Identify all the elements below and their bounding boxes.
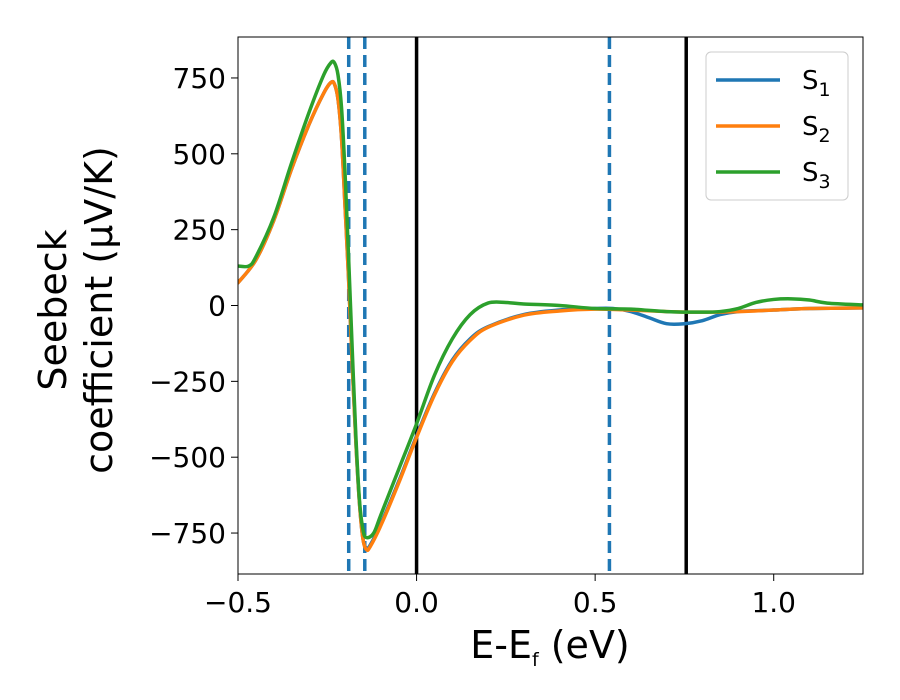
x-tick-label: 0.5 [573, 586, 618, 619]
legend-label-s2: S2 [802, 112, 831, 147]
y-tick-label: 500 [173, 138, 226, 171]
legend-label-s1: S1 [802, 66, 831, 101]
x-tick-label: 1.0 [751, 586, 796, 619]
series-line-s3 [238, 59, 863, 540]
plot-area [238, 37, 863, 574]
reference-lines [346, 37, 688, 574]
x-tick-label: −0.5 [204, 586, 272, 619]
legend: S1 S2 S3 [705, 51, 849, 201]
y-tick-label: −250 [149, 365, 226, 398]
y-tick-label: −500 [149, 441, 226, 474]
y-axis-title-line1: Seebeck [31, 229, 75, 390]
y-axis-title-line2: coefficient (μV/K) [77, 146, 121, 474]
y-axis-ticks: 750 500 250 0 −250 −500 −750 [149, 62, 238, 550]
series-lines [238, 59, 863, 553]
y-tick-label: 750 [173, 62, 226, 95]
y-tick-label: 0 [208, 290, 226, 323]
legend-label-s3: S3 [802, 158, 831, 193]
y-tick-label: 250 [173, 214, 226, 247]
x-axis-title: E-Ef (eV) [470, 623, 630, 671]
x-axis-ticks: −0.5 0.0 0.5 1.0 [204, 574, 796, 619]
y-tick-label: −750 [149, 517, 226, 550]
x-tick-label: 0.0 [394, 586, 439, 619]
